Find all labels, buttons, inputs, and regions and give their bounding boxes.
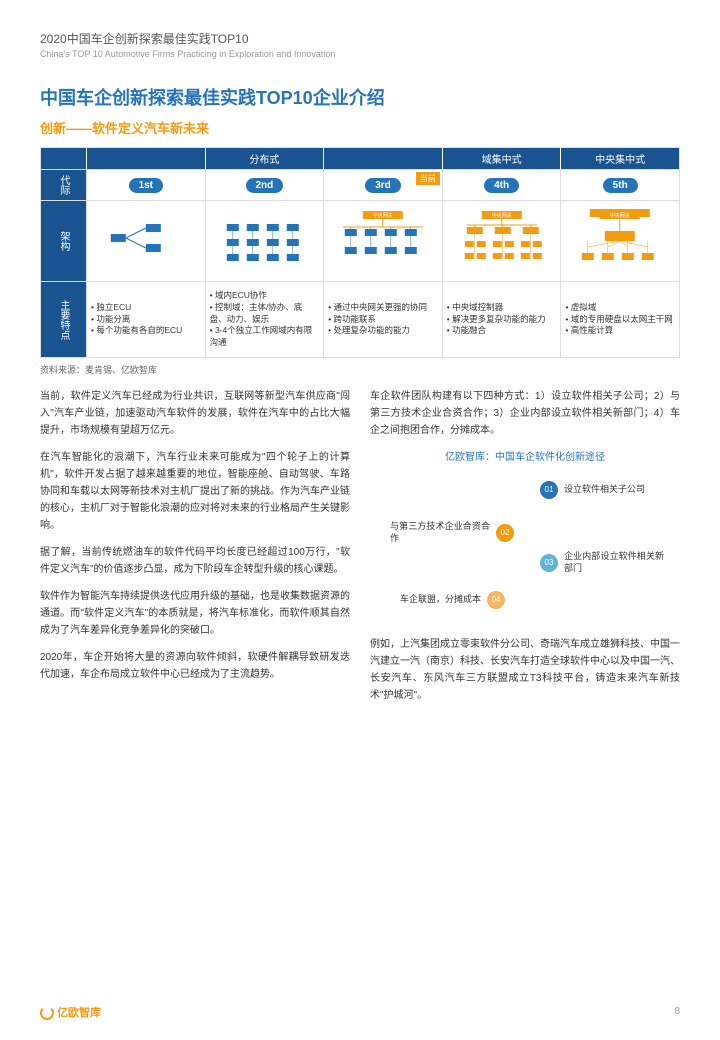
row-label-gen: 代际 (41, 170, 86, 200)
feature-item: 控制域：主体/协办、底盘、动力、娱乐 (210, 302, 320, 326)
gen-badge: 3rd (365, 178, 401, 193)
body-paragraph: 当前，软件定义汽车已经成为行业共识，互联网等新型汽车供应商"闯入"汽车产业链，加… (40, 388, 350, 439)
feature-item: 处理复杂功能的能力 (328, 325, 438, 337)
feature-item: 高性能计算 (565, 325, 675, 337)
gen-badge: 1st (129, 178, 163, 193)
mini-label: 与第三方技术企业合资合作 (390, 521, 490, 544)
svg-text:中央网关: 中央网关 (610, 212, 630, 219)
mini-dot: 01 (540, 481, 558, 499)
feature-cell: 域内ECU协作控制域：主体/协办、底盘、动力、娱乐3-4个独立工作网域内有限沟通 (205, 282, 324, 357)
mini-label: 车企联盟，分摊成本 (400, 594, 481, 606)
svg-text:中央网关: 中央网关 (492, 212, 512, 219)
feature-item: 域内ECU协作 (210, 290, 320, 302)
page-title: 中国车企创新探索最佳实践TOP10企业介绍 (40, 84, 680, 110)
header-segment: 域集中式 (442, 148, 561, 169)
body-paragraph: 据了解，当前传统燃油车的软件代码平均长度已经超过100万行，"软件定义汽车"的价… (40, 544, 350, 578)
feature-item: 功能融合 (447, 325, 557, 337)
footer-logo: 亿欧智库 (40, 1004, 101, 1020)
header-segment: 分布式 (205, 148, 324, 169)
row-label-feat: 主要特点 (41, 282, 86, 357)
feature-cell: 独立ECU功能分离每个功能有各自的ECU (86, 282, 205, 357)
page-subtitle: 创新——软件定义汽车新未来 (40, 118, 680, 137)
feature-item: 功能分离 (91, 314, 201, 326)
chart-header: 分布式 域集中式中央集中式 (41, 148, 679, 169)
feature-item: 中央域控制器 (447, 302, 557, 314)
mini-node: 车企联盟，分摊成本 04 (400, 591, 505, 609)
feature-item: 域的专用硬盘以太网主干网 (565, 314, 675, 326)
header-segment: 中央集中式 (560, 148, 679, 169)
arch-cell (86, 201, 205, 281)
gen-cell: 5th (560, 170, 679, 200)
feature-cell: 虚拟域域的专用硬盘以太网主干网高性能计算 (560, 282, 679, 357)
arch-cell: 中央网关 (442, 201, 561, 281)
body-paragraph: 2020年，车企开始将大量的资源向软件倾斜，软硬件解耦导致研发迭代加速，车企布局… (40, 649, 350, 683)
header-en: China's TOP 10 Automotive Firms Practici… (40, 49, 680, 59)
gen-badge: 2nd (246, 178, 284, 193)
feature-cell: 通过中央网关更强的协同跨功能联系处理复杂功能的能力 (323, 282, 442, 357)
feature-item: 3-4个独立工作网域内有限沟通 (210, 325, 320, 349)
right-outro: 例如，上汽集团成立零束软件分公司、奇瑞汽车成立雄狮科技、中国一汽建立一汽（南京）… (370, 636, 680, 704)
logo-icon (40, 1006, 54, 1020)
mini-label: 设立软件相关子公司 (564, 484, 645, 496)
feature-item: 每个功能有各自的ECU (91, 325, 201, 337)
mini-node: 01 设立软件相关子公司 (540, 481, 645, 499)
chart-source: 资料来源：麦肯锡、亿欧智库 (40, 363, 680, 376)
body-paragraph: 软件作为智能汽车持续提供迭代应用升级的基础，也是收集数据资源的通道。而"软件定义… (40, 588, 350, 639)
feature-cell: 中央域控制器解决更多复杂功能的能力功能融合 (442, 282, 561, 357)
body-paragraph: 在汽车智能化的浪潮下，汽车行业未来可能成为"四个轮子上的计算机"，软件开发占据了… (40, 449, 350, 534)
mini-dot: 03 (540, 554, 558, 572)
left-column: 当前，软件定义汽车已经成为行业共识，互联网等新型汽车供应商"闯入"汽车产业链，加… (40, 388, 350, 714)
arch-cell (205, 201, 324, 281)
svg-text:中央网关: 中央网关 (373, 212, 393, 219)
feature-item: 虚拟域 (565, 302, 675, 314)
gen-badge: 5th (603, 178, 638, 193)
footer: 亿欧智库 8 (40, 1004, 680, 1020)
right-column: 车企软件团队构建有以下四种方式：1）设立软件相关子公司；2）与第三方技术企业合资… (370, 388, 680, 714)
feature-item: 独立ECU (91, 302, 201, 314)
body-text: 当前，软件定义汽车已经成为行业共识，互联网等新型汽车供应商"闯入"汽车产业链，加… (40, 388, 680, 714)
architecture-chart: 分布式 域集中式中央集中式 代际 1st 2nd 3rd 当前 4th 5th 架构 中央网… (40, 147, 680, 358)
page-number: 8 (674, 1006, 680, 1017)
arch-cell: 中央网关 (323, 201, 442, 281)
feature-item: 通过中央网关更强的协同 (328, 302, 438, 314)
right-intro: 车企软件团队构建有以下四种方式：1）设立软件相关子公司；2）与第三方技术企业合资… (370, 388, 680, 439)
header-segment (323, 148, 442, 169)
row-label-arch: 架构 (41, 201, 86, 281)
arch-cell: 中央网关 (560, 201, 679, 281)
feature-item: 解决更多复杂功能的能力 (447, 314, 557, 326)
mini-label: 企业内部设立软件相关新部门 (564, 551, 664, 574)
mini-dot: 02 (496, 524, 514, 542)
feature-item: 跨功能联系 (328, 314, 438, 326)
mini-chart: 01 设立软件相关子公司与第三方技术企业合资合作 02 03 企业内部设立软件相关新部门… (370, 476, 680, 626)
gen-cell: 1st (86, 170, 205, 200)
mini-chart-title: 亿欧智库：中国车企软件化创新途径 (370, 449, 680, 466)
gen-cell: 2nd (205, 170, 324, 200)
mini-node: 与第三方技术企业合资合作 02 (390, 521, 514, 544)
mini-node: 03 企业内部设立软件相关新部门 (540, 551, 664, 574)
gen-cell: 3rd 当前 (323, 170, 442, 200)
mini-dot: 04 (487, 591, 505, 609)
gen-cell: 4th (442, 170, 561, 200)
header-cn: 2020中国车企创新探索最佳实践TOP10 (40, 30, 680, 47)
header-segment (86, 148, 205, 169)
current-tag: 当前 (416, 172, 440, 185)
gen-badge: 4th (484, 178, 519, 193)
